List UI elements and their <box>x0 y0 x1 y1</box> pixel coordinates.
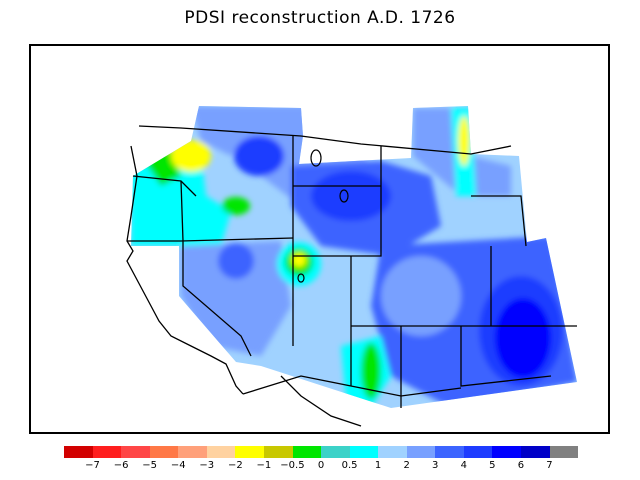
legend-tick-label: −5 <box>142 460 158 471</box>
legend-swatch <box>292 446 322 458</box>
map-panel <box>29 44 610 434</box>
legend-swatch <box>235 446 264 458</box>
lakes <box>297 149 349 283</box>
legend-swatch <box>406 446 436 458</box>
legend-swatch <box>206 446 236 458</box>
legend-tick-label: −3 <box>199 460 215 471</box>
legend-swatch <box>64 446 93 458</box>
legend-tick-label: 2 <box>403 460 410 471</box>
map-title: PDSI reconstruction A.D. 1726 <box>184 8 456 28</box>
legend-swatch <box>321 446 350 458</box>
legend-swatch <box>549 446 579 458</box>
legend-tick-label: −0.5 <box>280 460 305 471</box>
legend-tick-label: −1 <box>256 460 272 471</box>
legend-swatch <box>149 446 179 458</box>
legend-tick-labels: −7 −6 −5 −4 −3 −2 −1 −0.5 0 0.5 1 2 3 4 5 6 7 <box>64 458 578 476</box>
legend-tick-label: −2 <box>227 460 243 471</box>
legend-tick-label: 1 <box>374 460 382 471</box>
legend-tick-label: 7 <box>546 460 553 471</box>
legend-colorbar <box>64 446 579 458</box>
color-legend: −7 −6 −5 −4 −3 −2 −1 −0.5 0 0.5 1 2 3 4 5 6 7 <box>64 446 579 476</box>
pdsi-field <box>131 106 577 408</box>
legend-swatch <box>463 446 493 458</box>
legend-swatch <box>121 446 150 458</box>
legend-tick-label: 6 <box>517 460 525 471</box>
legend-swatch <box>92 446 122 458</box>
legend-tick-label: 5 <box>489 460 496 471</box>
legend-tick-label: 0.5 <box>341 460 358 471</box>
legend-tick-label: −4 <box>170 460 186 471</box>
legend-swatch <box>378 446 407 458</box>
legend-swatch <box>263 446 293 458</box>
legend-swatch <box>349 446 379 458</box>
legend-tick-label: 3 <box>432 460 439 471</box>
boundaries <box>126 125 577 427</box>
legend-swatch <box>521 446 550 458</box>
legend-tick-label: −6 <box>113 460 129 471</box>
legend-tick-label: 4 <box>460 460 467 471</box>
legend-swatch <box>435 446 464 458</box>
legend-swatch <box>492 446 521 458</box>
legend-tick-label: −7 <box>85 460 100 471</box>
legend-tick-label: 0 <box>317 460 325 471</box>
pdsi-map <box>126 106 577 427</box>
legend-swatch <box>178 446 207 458</box>
